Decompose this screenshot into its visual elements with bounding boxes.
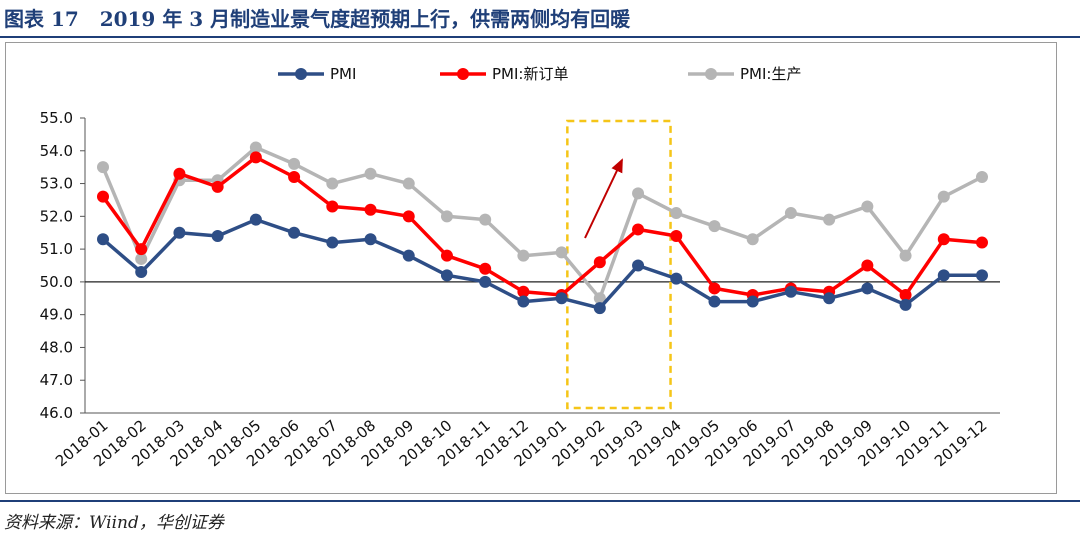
data-point — [97, 161, 109, 174]
data-point — [288, 226, 301, 239]
data-point — [440, 249, 453, 262]
data-point — [708, 220, 721, 233]
series-line-1 — [101, 155, 983, 297]
data-point — [249, 141, 262, 154]
data-point — [364, 167, 377, 180]
y-tick-label: 51.0 — [40, 240, 73, 258]
title-rule — [0, 36, 1080, 38]
data-point — [708, 295, 721, 308]
legend-label: PMI — [330, 65, 356, 83]
data-point — [746, 233, 759, 246]
data-point — [288, 157, 301, 170]
data-point — [632, 223, 645, 236]
data-point — [670, 230, 683, 242]
data-point — [593, 292, 606, 305]
data-point — [135, 252, 148, 265]
data-point — [593, 302, 606, 315]
y-tick-label: 48.0 — [40, 338, 73, 356]
data-point — [632, 259, 645, 272]
data-point — [899, 289, 912, 301]
data-point — [402, 177, 415, 190]
data-point — [517, 249, 530, 262]
data-point — [899, 249, 912, 262]
y-tick-label: 50.0 — [40, 273, 73, 291]
data-point — [173, 226, 186, 239]
data-point — [173, 167, 186, 180]
pmi-line-chart: 55.0 54.0 53.0 52.0 51.0 50.0 49.0 48.0 47.0 46.0… — [40, 65, 1000, 470]
data-point — [823, 292, 836, 305]
data-point — [937, 190, 950, 203]
legend-label: PMI:生产 — [740, 65, 801, 83]
data-point — [364, 233, 377, 246]
series-line-0 — [101, 217, 982, 310]
data-point — [211, 230, 224, 242]
y-tick-label: 47.0 — [40, 371, 73, 389]
data-point — [632, 187, 645, 200]
data-point — [823, 213, 836, 226]
data-point — [899, 298, 912, 311]
series-line-2 — [101, 145, 983, 301]
data-point — [861, 282, 874, 295]
data-point — [135, 266, 148, 279]
data-point — [976, 171, 988, 183]
data-point — [517, 295, 530, 308]
y-tick-label: 52.0 — [40, 207, 73, 225]
legend-marker — [457, 68, 469, 80]
figure-title: 2019 年 3 月制造业景气度超预期上行，供需两侧均有回暖 — [99, 7, 631, 31]
data-point — [326, 177, 339, 190]
data-point — [670, 272, 683, 285]
source-note: 资料来源：Wiind，华创证券 — [4, 513, 224, 533]
data-point — [402, 210, 415, 223]
data-point — [479, 213, 492, 226]
data-point — [746, 295, 759, 308]
footer-rule — [0, 500, 1080, 502]
data-point — [364, 203, 377, 216]
data-point — [288, 171, 301, 183]
data-point — [976, 269, 988, 282]
y-tick-label: 54.0 — [40, 142, 73, 160]
data-point — [784, 285, 797, 298]
data-point — [708, 282, 721, 295]
data-point — [784, 207, 797, 220]
data-point — [670, 207, 683, 220]
data-point — [517, 285, 530, 298]
data-point — [440, 210, 453, 223]
trend-up-arrow — [584, 158, 623, 239]
data-point — [555, 246, 568, 259]
highlight-box — [566, 119, 672, 410]
data-point — [135, 243, 148, 256]
y-tick-label: 46.0 — [40, 404, 73, 422]
legend-marker — [295, 68, 307, 80]
data-point — [326, 236, 339, 249]
data-point — [976, 236, 988, 249]
y-tick-label: 53.0 — [40, 175, 73, 193]
data-point — [249, 213, 262, 226]
data-point — [249, 151, 262, 164]
data-point — [402, 249, 415, 262]
data-point — [937, 269, 950, 282]
data-point — [97, 233, 109, 246]
legend-marker — [705, 68, 717, 80]
figure-number: 图表 17 — [4, 7, 79, 31]
data-point — [479, 275, 492, 288]
title-bar: 图表 17 2019 年 3 月制造业景气度超预期上行，供需两侧均有回暖 — [0, 0, 1080, 38]
data-point — [555, 292, 568, 305]
data-point — [861, 259, 874, 272]
data-point — [326, 200, 339, 213]
data-point — [861, 200, 874, 213]
legend-label: PMI:新订单 — [492, 65, 568, 83]
y-tick-label: 55.0 — [40, 109, 73, 127]
data-point — [440, 269, 453, 282]
data-point — [593, 256, 606, 269]
data-point — [211, 180, 224, 193]
data-point — [479, 262, 492, 275]
y-tick-label: 49.0 — [40, 306, 73, 324]
data-point — [97, 190, 109, 203]
chart-title: 图表 17 2019 年 3 月制造业景气度超预期上行，供需两侧均有回暖 — [4, 3, 630, 32]
chart-frame — [5, 42, 1057, 494]
data-point — [937, 233, 950, 246]
